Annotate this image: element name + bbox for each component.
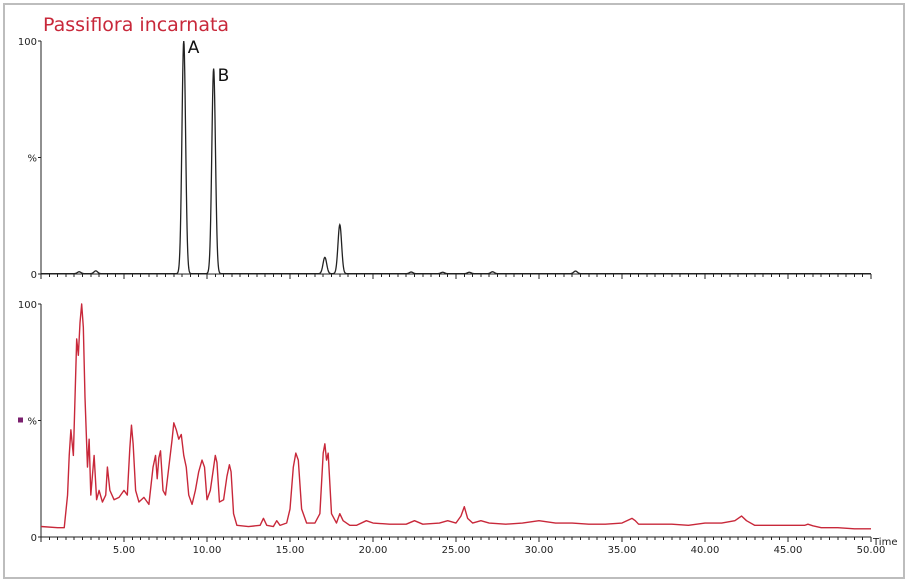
y-tick-label: 0 [31,533,37,544]
y-tick-label: % [27,417,37,428]
chart-title: Passiflora incarnata [43,14,229,36]
bottom-series-line [40,303,871,530]
y-tick-label: 100 [18,300,37,311]
chromatogram-chart: Passiflora incarnata 100%0AB 100%05.00 10… [18,14,898,556]
x-tick-label: 25.00 [442,545,471,556]
x-tick-label: 45.00 [774,545,803,556]
x-axis-title: Time [872,537,897,548]
y-tick-label: % [27,154,37,165]
bottom-chromatogram: 100% 0 5.00 10.00 15.00 20.00 25.00 30.00 35.00 4… [18,300,898,556]
x-tick-label: 5.00 [113,545,135,556]
x-tick-label: 15.00 [276,545,305,556]
peak-label-a: A [188,38,200,58]
top-chromatogram: 100% 0 AB [18,37,872,281]
y-tick-label: 100 [18,37,37,48]
x-tick-label: 40.00 [691,545,720,556]
x-tick-label: 10.00 [193,545,222,556]
x-tick-label: 35.00 [608,545,637,556]
series-marker-square [18,417,23,423]
chart-frame: Passiflora incarnata 100% 0 A B 100% 0 5.00 10… [3,3,905,579]
x-tick-label: 20.00 [359,545,388,556]
x-tick-label: 30.00 [525,545,554,556]
y-tick-label: 0 [31,270,37,281]
x-tick-label: 50.00 [857,545,886,556]
peak-label-b: B [218,66,230,86]
top-series-line [41,40,871,275]
